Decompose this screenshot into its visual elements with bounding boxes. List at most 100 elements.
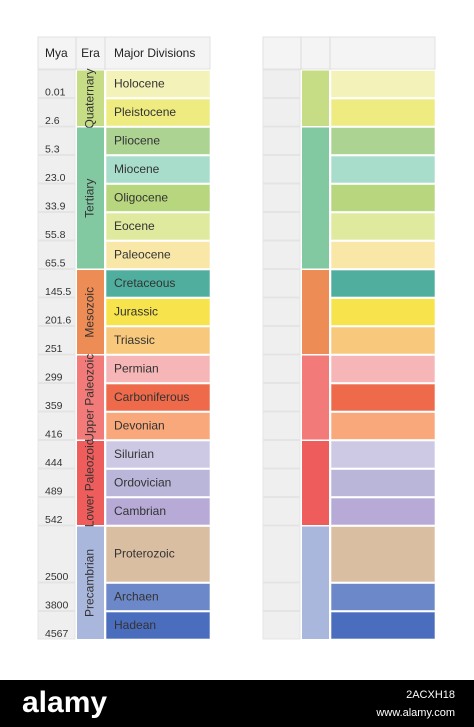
division-cell (105, 355, 211, 383)
mya-cell (262, 269, 301, 298)
mya-label: 2.6 (45, 115, 60, 127)
division-label: Permian (114, 361, 159, 375)
division-cell (105, 155, 211, 184)
mya-cell (262, 497, 301, 526)
mya-cell (262, 98, 301, 127)
division-cell (330, 526, 436, 583)
division-label: Silurian (114, 447, 154, 461)
mya-label: 5.3 (45, 143, 60, 155)
mya-cell (37, 440, 76, 469)
division-label: Proterozoic (114, 547, 175, 561)
mya-label: 3800 (45, 599, 69, 611)
mya-label: 145.5 (45, 286, 71, 298)
division-cell (105, 383, 211, 412)
division-cell (105, 469, 211, 497)
header-era: Era (81, 46, 100, 60)
division-cell (105, 440, 211, 469)
mya-cell (262, 582, 301, 611)
division-cell (105, 98, 211, 127)
division-label: Devonian (114, 418, 165, 432)
division-cell (330, 70, 436, 98)
mya-cell (37, 183, 76, 212)
mya-cell (262, 411, 301, 440)
era-label: Quaternary (83, 68, 97, 128)
mya-label: 201.6 (45, 314, 71, 326)
division-cell (330, 212, 436, 241)
division-label: Carboniferous (114, 390, 189, 404)
mya-label: 55.8 (45, 229, 66, 241)
footer-bar (0, 680, 474, 727)
image-id: 2ACXH18 (406, 689, 455, 701)
mya-cell (37, 525, 76, 583)
division-label: Cretaceous (114, 276, 175, 290)
division-label: Miocene (114, 162, 160, 176)
mya-label: 489 (45, 485, 63, 497)
header-mya: Mya (45, 46, 68, 60)
mya-cell (262, 183, 301, 212)
division-cell (330, 298, 436, 326)
mya-cell (37, 126, 76, 155)
division-cell (105, 412, 211, 440)
mya-label: 2500 (45, 571, 69, 583)
mya-label: 416 (45, 428, 63, 440)
mya-cell (262, 326, 301, 355)
mya-cell (37, 497, 76, 526)
division-cell (330, 241, 436, 269)
mya-cell (262, 440, 301, 469)
mya-cell (37, 468, 76, 497)
brand: alamy (22, 686, 107, 719)
header-divisions: Major Divisions (114, 46, 195, 60)
mya-label: 4567 (45, 628, 69, 640)
division-cell (105, 298, 211, 326)
header-row (262, 36, 436, 70)
mya-cell (37, 69, 76, 98)
era-cell (302, 441, 329, 525)
era-label: Lower Paleozoic (83, 439, 97, 527)
era-cell (302, 270, 329, 354)
division-cell (330, 127, 436, 155)
division-cell (330, 355, 436, 383)
mya-label: 0.01 (45, 86, 66, 98)
mya-label: 542 (45, 514, 63, 526)
era-cell (77, 526, 104, 639)
mya-cell (262, 69, 301, 98)
division-cell (105, 241, 211, 269)
division-cell (105, 70, 211, 98)
mya-cell (262, 525, 301, 583)
mya-cell (262, 212, 301, 241)
division-cell (330, 155, 436, 184)
mya-cell (37, 155, 76, 184)
era-cell (302, 355, 329, 440)
division-label: Cambrian (114, 504, 166, 518)
division-label: Oligocene (114, 190, 168, 204)
division-cell (330, 497, 436, 526)
mya-cell (262, 611, 301, 640)
division-cell (105, 497, 211, 526)
url: www.alamy.com (375, 707, 455, 719)
mya-label: 33.9 (45, 200, 66, 212)
era-cell (77, 270, 104, 354)
division-cell (330, 98, 436, 127)
era-label: Tertiary (83, 179, 97, 218)
era-cell (302, 526, 329, 639)
mya-cell (37, 611, 76, 640)
division-cell (330, 469, 436, 497)
division-cell (105, 269, 211, 298)
division-cell (330, 269, 436, 298)
mya-cell (262, 126, 301, 155)
mya-label: 444 (45, 457, 63, 469)
division-cell (330, 583, 436, 611)
mya-cell (37, 326, 76, 355)
mya-cell (262, 354, 301, 383)
era-cell (302, 70, 329, 126)
division-label: Pleistocene (114, 105, 176, 119)
era-label: Precambrian (83, 549, 97, 617)
mya-cell (37, 269, 76, 298)
division-cell (330, 412, 436, 440)
mya-label: 23.0 (45, 172, 66, 184)
division-cell (330, 326, 436, 355)
era-cell (77, 70, 104, 126)
era-cell (77, 127, 104, 269)
era-cell (77, 355, 104, 440)
division-label: Pliocene (114, 133, 160, 147)
